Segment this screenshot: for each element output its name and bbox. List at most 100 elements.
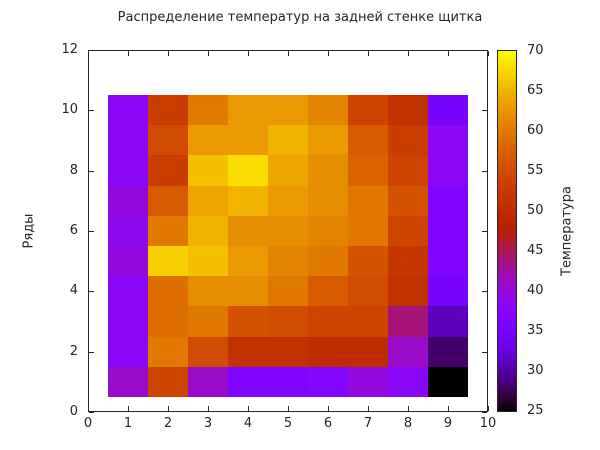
heatmap-cell xyxy=(308,336,348,367)
heatmap-cell xyxy=(188,366,228,397)
x-tick-mirror xyxy=(488,51,489,56)
x-tick-mirror xyxy=(328,51,329,56)
heatmap-cell xyxy=(188,246,228,277)
heatmap-cell xyxy=(348,125,388,156)
heatmap-cell xyxy=(108,336,148,367)
x-tick-mirror xyxy=(368,51,369,56)
x-tick xyxy=(408,406,409,411)
heatmap-cell xyxy=(348,366,388,397)
heatmap-cell xyxy=(388,95,428,126)
x-tick-mirror xyxy=(408,51,409,56)
x-tick xyxy=(448,406,449,411)
heatmap-cell xyxy=(388,276,428,307)
x-tick-label: 1 xyxy=(123,416,133,431)
x-tick-label: 8 xyxy=(403,416,413,431)
x-tick xyxy=(248,406,249,411)
y-tick-mirror xyxy=(482,231,487,232)
x-tick-mirror xyxy=(248,51,249,56)
heatmap-cell xyxy=(228,125,268,156)
y-tick xyxy=(89,50,94,51)
heatmap-cell xyxy=(228,155,268,186)
y-tick-label: 12 xyxy=(61,42,78,57)
y-tick xyxy=(89,231,94,232)
colorbar xyxy=(497,50,517,412)
heatmap-cell xyxy=(188,155,228,186)
heatmap-cell xyxy=(348,185,388,216)
heatmap-cell xyxy=(268,366,308,397)
heatmap-cell xyxy=(348,155,388,186)
heatmap-cell xyxy=(148,125,188,156)
x-tick-label: 0 xyxy=(83,416,93,431)
heatmap-cell xyxy=(268,125,308,156)
heatmap-cell xyxy=(428,276,468,307)
x-tick-mirror xyxy=(128,51,129,56)
heatmap-cell xyxy=(108,306,148,337)
heatmap-cell xyxy=(388,336,428,367)
x-tick xyxy=(488,406,489,411)
heatmap-cell xyxy=(388,155,428,186)
heatmap-cell xyxy=(188,336,228,367)
heatmap-cell xyxy=(148,366,188,397)
y-tick-label: 4 xyxy=(69,283,78,298)
x-tick-label: 5 xyxy=(283,416,293,431)
y-tick xyxy=(89,412,94,413)
heatmap-cell xyxy=(388,125,428,156)
heatmap-cell xyxy=(268,215,308,246)
heatmap-cell xyxy=(108,95,148,126)
y-tick xyxy=(89,110,94,111)
heatmap-cell xyxy=(348,306,388,337)
colorbar-tick-label: 55 xyxy=(527,163,544,178)
heatmap-cell xyxy=(348,336,388,367)
heatmap-cell xyxy=(148,276,188,307)
heatmap-cell xyxy=(428,336,468,367)
y-tick-mirror xyxy=(482,412,487,413)
heatmap-cell xyxy=(428,125,468,156)
heatmap-cell xyxy=(268,95,308,126)
x-tick xyxy=(288,406,289,411)
heatmap-cell xyxy=(148,215,188,246)
heatmap-cell xyxy=(308,185,348,216)
colorbar-label: Температура xyxy=(559,186,575,276)
heatmap-cell xyxy=(428,155,468,186)
colorbar-tick-label: 35 xyxy=(527,323,544,338)
colorbar-tick-label: 50 xyxy=(527,203,544,218)
heatmap-cell xyxy=(228,185,268,216)
heatmap-cell xyxy=(108,185,148,216)
heatmap-cell xyxy=(428,185,468,216)
heatmap-cell xyxy=(308,306,348,337)
x-tick xyxy=(208,406,209,411)
heatmap-cell xyxy=(108,276,148,307)
y-tick-label: 0 xyxy=(69,404,78,419)
colorbar-tick-label: 30 xyxy=(527,363,544,378)
heatmap-cell xyxy=(428,246,468,277)
heatmap-cell xyxy=(228,306,268,337)
heatmap-cell xyxy=(388,366,428,397)
heatmap-cell xyxy=(228,366,268,397)
heatmap-cell xyxy=(108,155,148,186)
heatmap-cell xyxy=(388,306,428,337)
heatmap-cell xyxy=(148,95,188,126)
y-tick xyxy=(89,352,94,353)
heatmap-cell xyxy=(228,95,268,126)
heatmap-cell xyxy=(308,246,348,277)
heatmap-cell xyxy=(108,366,148,397)
y-tick-label: 10 xyxy=(61,102,78,117)
heatmap-cell xyxy=(188,215,228,246)
heatmap-cell xyxy=(228,276,268,307)
x-tick-label: 10 xyxy=(479,416,497,431)
colorbar-tick-label: 25 xyxy=(527,403,544,418)
heatmap-cell xyxy=(148,306,188,337)
colorbar-tick-label: 45 xyxy=(527,243,544,258)
x-tick xyxy=(328,406,329,411)
colorbar-tick-label: 65 xyxy=(527,83,544,98)
heatmap-cell xyxy=(388,215,428,246)
x-tick-label: 3 xyxy=(203,416,213,431)
heatmap-cell xyxy=(188,95,228,126)
x-tick xyxy=(128,406,129,411)
y-tick-label: 6 xyxy=(69,223,78,238)
heatmap-cell xyxy=(188,125,228,156)
chart-title: Распределение температур на задней стенк… xyxy=(117,10,483,25)
heatmap-cell xyxy=(428,366,468,397)
heatmap-cell xyxy=(308,215,348,246)
